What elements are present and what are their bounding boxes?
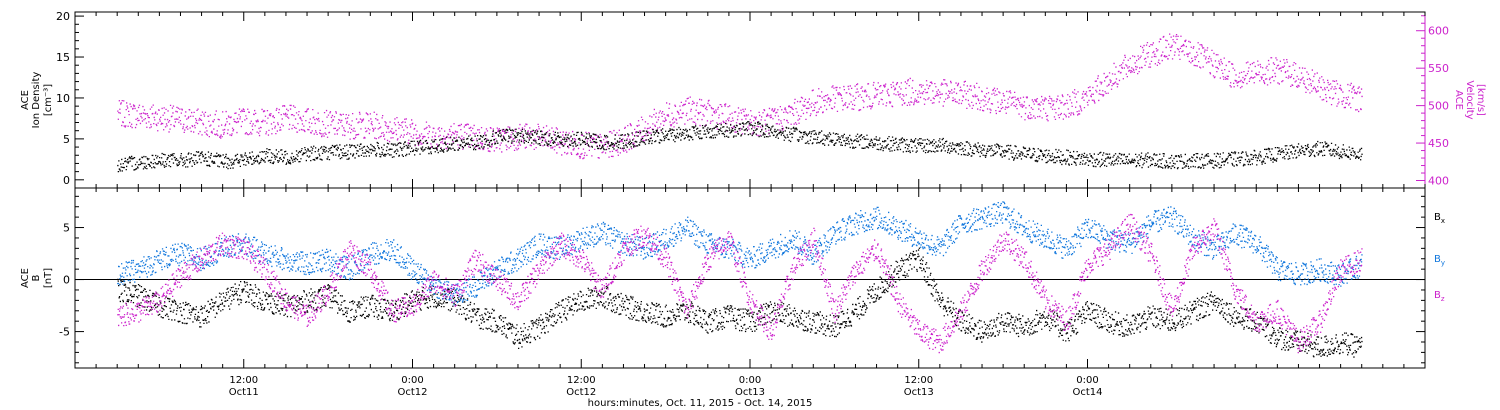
field-left-axis-label: ACE [20, 268, 31, 288]
velocity-axis-label: Velocity [1464, 80, 1475, 119]
field-series-bz [117, 213, 1363, 354]
density-left-tick-label: 20 [56, 10, 70, 23]
density-left-tick-label: 0 [63, 174, 70, 187]
velocity-tick-label: 450 [1428, 137, 1449, 150]
velocity-tick-label: 600 [1428, 25, 1449, 38]
x-tick-date-label: Oct12 [566, 387, 596, 398]
density-left-axis-label: [cm⁻³] [43, 84, 54, 116]
velocity-series [117, 33, 1363, 160]
x-tick-time-label: 0:00 [1076, 375, 1098, 386]
velocity-tick-label: 550 [1428, 62, 1449, 75]
field-left-tick-label: 5 [63, 222, 70, 235]
legend-entry: By [1434, 254, 1445, 267]
legend: Bx By Bz [1434, 212, 1445, 303]
legend-subscript: z [1441, 295, 1445, 303]
velocity-axis-label: [km/s] [1475, 84, 1486, 116]
density-left-tick-label: 15 [56, 51, 70, 64]
x-tick-time-label: 0:00 [739, 375, 761, 386]
x-tick-time-label: 12:00 [229, 375, 258, 386]
density-left-axis-label: ACE [20, 90, 31, 110]
x-tick-date-label: Oct13 [904, 387, 934, 398]
field-left-axis-label: [nT] [43, 268, 54, 288]
x-tick-time-label: 0:00 [401, 375, 423, 386]
velocity-tick-label: 400 [1428, 175, 1449, 188]
field-left-axis-label: B [31, 274, 42, 281]
field-series-bx [117, 247, 1363, 358]
legend-entry: Bx [1434, 212, 1445, 225]
legend-subscript: x [1441, 217, 1445, 225]
x-axis-title: hours:minutes, Oct. 11, 2015 - Oct. 14, … [588, 398, 813, 409]
density-left-axis-label: Ion Density [31, 72, 42, 129]
legend-subscript: y [1441, 259, 1445, 267]
bottom-panel-frame [74, 187, 1426, 369]
field-left-tick-label: -5 [59, 326, 70, 339]
x-axis: 12:00Oct110:00Oct1212:00Oct120:00Oct1312… [229, 375, 1103, 409]
x-tick-date-label: Oct13 [735, 387, 765, 398]
x-tick-date-label: Oct14 [1072, 387, 1102, 398]
x-tick-date-label: Oct11 [229, 387, 259, 398]
velocity-axis-label: ACE [1453, 90, 1464, 110]
bottom-panel: -5 0 5 ACE B [nT] Bx By Bz [20, 187, 1445, 369]
x-tick-time-label: 12:00 [567, 375, 596, 386]
field-left-tick-label: 0 [63, 274, 70, 287]
field-series-by [117, 201, 1363, 306]
x-tick-time-label: 12:00 [904, 375, 933, 386]
density-series [117, 121, 1363, 173]
velocity-tick-label: 500 [1428, 100, 1449, 113]
density-left-tick-label: 5 [63, 133, 70, 146]
density-left-tick-label: 10 [56, 92, 70, 105]
legend-entry: Bz [1434, 290, 1445, 303]
x-tick-date-label: Oct12 [397, 387, 427, 398]
